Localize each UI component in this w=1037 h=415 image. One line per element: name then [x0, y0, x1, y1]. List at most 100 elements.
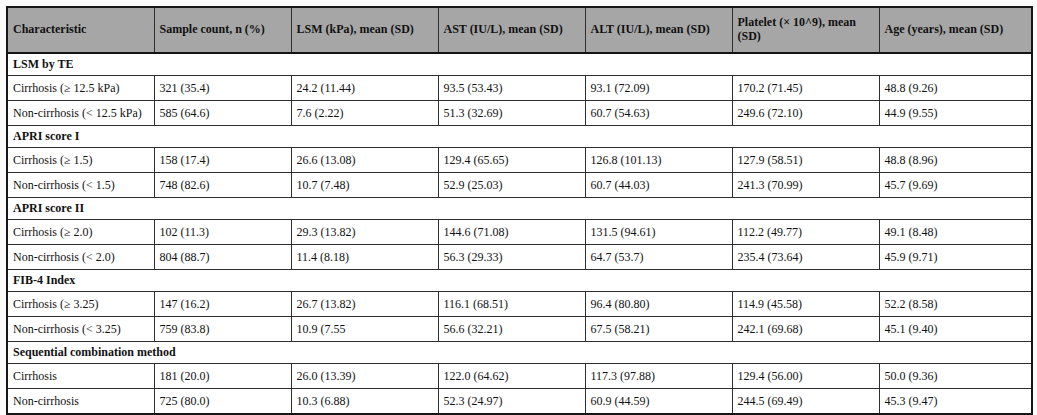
cell-value: 60.7 (54.63) — [585, 101, 732, 126]
cell-value: 759 (83.8) — [154, 317, 291, 342]
cell-value: 26.7 (13.82) — [291, 292, 438, 317]
row-characteristic: Cirrhosis — [7, 364, 154, 389]
table-row-sequential-combination-method-non-cirrhosis: Non-cirrhosis725 (80.0)10.3 (6.88)52.3 (… — [7, 389, 1032, 415]
cell-value: 11.4 (8.18) — [291, 245, 438, 270]
cell-value: 7.6 (2.22) — [291, 101, 438, 126]
cell-value: 48.8 (8.96) — [879, 148, 1032, 173]
table-body: LSM by TECirrhosis (≥ 12.5 kPa)321 (35.4… — [7, 53, 1032, 414]
cell-value: 26.6 (13.08) — [291, 148, 438, 173]
table-row-lsm-by-te-cirrhosis-12-5-kpa: Cirrhosis (≥ 12.5 kPa)321 (35.4)24.2 (11… — [7, 76, 1032, 101]
cell-value: 725 (80.0) — [154, 389, 291, 415]
section-row-apri-score-ii: APRI score II — [7, 198, 1032, 220]
section-row-sequential-combination-method: Sequential combination method — [7, 342, 1032, 364]
cell-value: 45.9 (9.71) — [879, 245, 1032, 270]
cell-value: 49.1 (8.48) — [879, 220, 1032, 245]
column-header-age-years: Age (years), mean (SD) — [879, 7, 1032, 53]
section-title: FIB-4 Index — [7, 270, 1032, 292]
cell-value: 170.2 (71.45) — [732, 76, 879, 101]
table-row-lsm-by-te-non-cirrhosis-12-5-kpa: Non-cirrhosis (< 12.5 kPa)585 (64.6)7.6 … — [7, 101, 1032, 126]
cell-value: 56.3 (29.33) — [438, 245, 585, 270]
cell-value: 241.3 (70.99) — [732, 173, 879, 198]
section-title: APRI score II — [7, 198, 1032, 220]
row-characteristic: Non-cirrhosis (< 12.5 kPa) — [7, 101, 154, 126]
cell-value: 10.9 (7.55 — [291, 317, 438, 342]
cell-value: 48.8 (9.26) — [879, 76, 1032, 101]
cell-value: 26.0 (13.39) — [291, 364, 438, 389]
cell-value: 50.0 (9.36) — [879, 364, 1032, 389]
cell-value: 235.4 (73.64) — [732, 245, 879, 270]
cell-value: 127.9 (58.51) — [732, 148, 879, 173]
column-header-sample-count: Sample count, n (%) — [154, 7, 291, 53]
column-header-ast-iu-l: AST (IU/L), mean (SD) — [438, 7, 585, 53]
cell-value: 93.1 (72.09) — [585, 76, 732, 101]
cell-value: 748 (82.6) — [154, 173, 291, 198]
table-row-apri-score-i-cirrhosis-1-5: Cirrhosis (≥ 1.5)158 (17.4)26.6 (13.08)1… — [7, 148, 1032, 173]
cell-value: 244.5 (69.49) — [732, 389, 879, 415]
table-row-apri-score-i-non-cirrhosis-1-5: Non-cirrhosis (< 1.5)748 (82.6)10.7 (7.4… — [7, 173, 1032, 198]
section-title: LSM by TE — [7, 53, 1032, 76]
cell-value: 67.5 (58.21) — [585, 317, 732, 342]
cell-value: 24.2 (11.44) — [291, 76, 438, 101]
row-characteristic: Cirrhosis (≥ 2.0) — [7, 220, 154, 245]
section-title: APRI score I — [7, 126, 1032, 148]
column-header-lsm-kpa: LSM (kPa), mean (SD) — [291, 7, 438, 53]
section-row-apri-score-i: APRI score I — [7, 126, 1032, 148]
cell-value: 44.9 (9.55) — [879, 101, 1032, 126]
column-header-platelet-10-9: Platelet (× 10^9), mean (SD) — [732, 7, 879, 53]
cell-value: 64.7 (53.7) — [585, 245, 732, 270]
table-row-sequential-combination-method-cirrhosis: Cirrhosis181 (20.0)26.0 (13.39)122.0 (64… — [7, 364, 1032, 389]
row-characteristic: Non-cirrhosis (< 3.25) — [7, 317, 154, 342]
cell-value: 114.9 (45.58) — [732, 292, 879, 317]
table-row-apri-score-ii-cirrhosis-2-0: Cirrhosis (≥ 2.0)102 (11.3)29.3 (13.82)1… — [7, 220, 1032, 245]
cell-value: 45.1 (9.40) — [879, 317, 1032, 342]
section-row-fib-4-index: FIB-4 Index — [7, 270, 1032, 292]
cell-value: 242.1 (69.68) — [732, 317, 879, 342]
row-characteristic: Non-cirrhosis — [7, 389, 154, 415]
cell-value: 112.2 (49.77) — [732, 220, 879, 245]
row-characteristic: Cirrhosis (≥ 1.5) — [7, 148, 154, 173]
cell-value: 147 (16.2) — [154, 292, 291, 317]
cell-value: 117.3 (97.88) — [585, 364, 732, 389]
cell-value: 129.4 (56.00) — [732, 364, 879, 389]
cell-value: 93.5 (53.43) — [438, 76, 585, 101]
row-characteristic: Cirrhosis (≥ 12.5 kPa) — [7, 76, 154, 101]
cell-value: 51.3 (32.69) — [438, 101, 585, 126]
table-row-fib-4-index-non-cirrhosis-3-25: Non-cirrhosis (< 3.25)759 (83.8)10.9 (7.… — [7, 317, 1032, 342]
cell-value: 10.3 (6.88) — [291, 389, 438, 415]
cell-value: 585 (64.6) — [154, 101, 291, 126]
cell-value: 45.3 (9.47) — [879, 389, 1032, 415]
row-characteristic: Non-cirrhosis (< 1.5) — [7, 173, 154, 198]
cell-value: 60.9 (44.59) — [585, 389, 732, 415]
cell-value: 804 (88.7) — [154, 245, 291, 270]
row-characteristic: Cirrhosis (≥ 3.25) — [7, 292, 154, 317]
table-row-fib-4-index-cirrhosis-3-25: Cirrhosis (≥ 3.25)147 (16.2)26.7 (13.82)… — [7, 292, 1032, 317]
table-header: CharacteristicSample count, n (%)LSM (kP… — [7, 7, 1032, 53]
cell-value: 52.9 (25.03) — [438, 173, 585, 198]
cell-value: 60.7 (44.03) — [585, 173, 732, 198]
cell-value: 56.6 (32.21) — [438, 317, 585, 342]
cell-value: 29.3 (13.82) — [291, 220, 438, 245]
cell-value: 126.8 (101.13) — [585, 148, 732, 173]
cell-value: 10.7 (7.48) — [291, 173, 438, 198]
table-row-apri-score-ii-non-cirrhosis-2-0: Non-cirrhosis (< 2.0)804 (88.7)11.4 (8.1… — [7, 245, 1032, 270]
characteristics-table: CharacteristicSample count, n (%)LSM (kP… — [6, 6, 1033, 415]
row-characteristic: Non-cirrhosis (< 2.0) — [7, 245, 154, 270]
characteristics-table-container: CharacteristicSample count, n (%)LSM (kP… — [6, 6, 1033, 415]
cell-value: 131.5 (94.61) — [585, 220, 732, 245]
table-header-row: CharacteristicSample count, n (%)LSM (kP… — [7, 7, 1032, 53]
cell-value: 52.3 (24.97) — [438, 389, 585, 415]
cell-value: 116.1 (68.51) — [438, 292, 585, 317]
cell-value: 96.4 (80.80) — [585, 292, 732, 317]
column-header-characteristic: Characteristic — [7, 7, 154, 53]
column-header-alt-iu-l: ALT (IU/L), mean (SD) — [585, 7, 732, 53]
cell-value: 249.6 (72.10) — [732, 101, 879, 126]
cell-value: 144.6 (71.08) — [438, 220, 585, 245]
cell-value: 129.4 (65.65) — [438, 148, 585, 173]
cell-value: 122.0 (64.62) — [438, 364, 585, 389]
cell-value: 321 (35.4) — [154, 76, 291, 101]
cell-value: 45.7 (9.69) — [879, 173, 1032, 198]
section-row-lsm-by-te: LSM by TE — [7, 53, 1032, 76]
section-title: Sequential combination method — [7, 342, 1032, 364]
cell-value: 52.2 (8.58) — [879, 292, 1032, 317]
cell-value: 102 (11.3) — [154, 220, 291, 245]
